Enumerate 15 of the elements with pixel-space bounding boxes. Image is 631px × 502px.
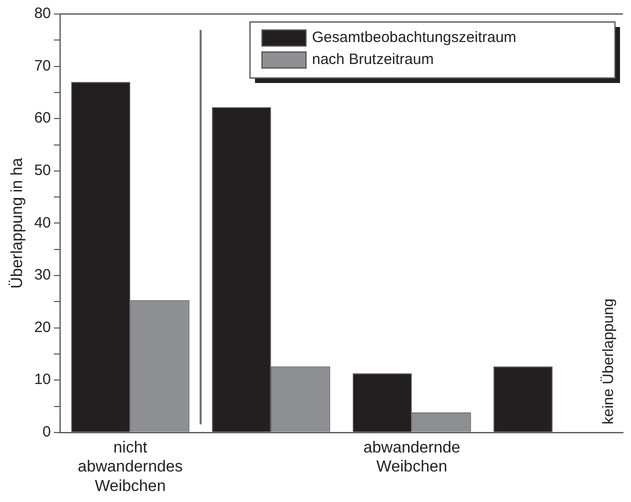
y-tick-label: 80 xyxy=(34,5,51,22)
annotation: keine Überlappung xyxy=(600,298,618,424)
legend-label: nach Brutzeitraum xyxy=(312,51,434,68)
legend-label: Gesamtbeobachtungszeitraum xyxy=(312,29,516,46)
x-tick-label: abwandernde Weibchen xyxy=(363,439,460,476)
y-tick-label: 70 xyxy=(34,57,51,74)
y-tick-label: 20 xyxy=(34,318,51,336)
y-tick-label: 30 xyxy=(34,266,51,284)
y-tick-label: 10 xyxy=(34,371,51,388)
x-tick-label: nicht abwanderndes Weibchen xyxy=(78,439,183,495)
y-tick-label: 0 xyxy=(42,424,51,441)
y-tick-label: 50 xyxy=(34,162,51,180)
y-tick-label: 60 xyxy=(34,110,51,127)
y-tick-label: 40 xyxy=(34,214,51,232)
y-axis-title: Überlappung in ha xyxy=(8,158,26,289)
